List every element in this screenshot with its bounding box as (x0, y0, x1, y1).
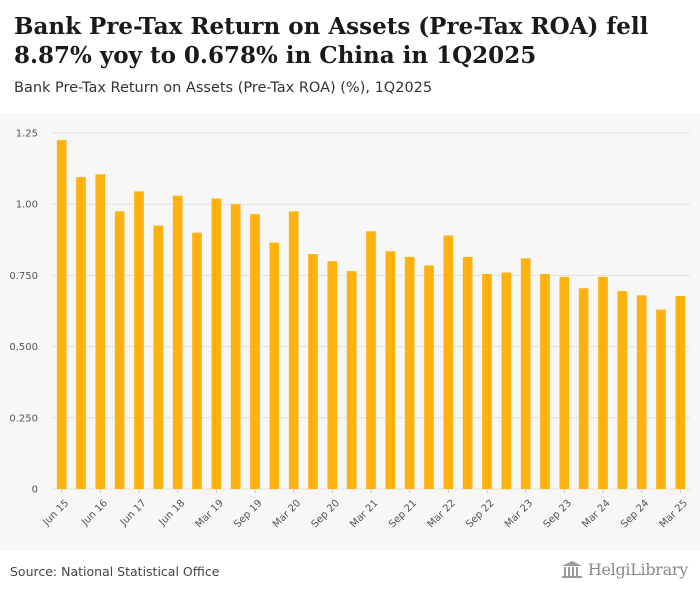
bar: Jun 15: 1.225 (56, 140, 67, 489)
bar: Dec 22: 0.76 (501, 272, 512, 489)
bar: Jun 20: 0.825 (308, 254, 318, 489)
x-tick-label: Sep 21 (387, 498, 419, 530)
bar: Jun 21: 0.835 (385, 251, 396, 489)
bar: Jun 16: 1.105 (95, 174, 106, 489)
x-tick-label: Sep 23 (542, 498, 574, 530)
bar: Mar 21: 0.905 (366, 231, 376, 490)
bar: Sep 22: 0.755 (482, 273, 492, 489)
bar: Sep 21: 0.815 (404, 256, 415, 489)
bar: Mar 24: 0.745 (598, 276, 608, 489)
bar: Dec 21: 0.785 (424, 265, 434, 489)
bar: Jun 17: 1.045 (134, 191, 144, 489)
bar: Sep 19: 0.965 (250, 214, 260, 489)
bar: Dec 17: 0.925 (153, 225, 164, 489)
x-tick-label: Mar 24 (580, 498, 612, 530)
x-tick-label: Sep 19 (232, 498, 264, 530)
logo-text: HelgiLibrary (587, 560, 688, 579)
y-tick-label: 0.250 (9, 413, 38, 424)
x-tick-label: Mar 21 (348, 498, 380, 530)
chart-panel: 0 0.250 0.500 0.750 1.00 1.25 Jun 15: 1.225 De… (0, 113, 700, 551)
x-tick-label: Mar 20 (271, 498, 303, 530)
bars: Jun 15: 1.225 Dec 15: 1.095 Jun 16: 1.105 D… (56, 140, 686, 490)
library-building-icon (561, 560, 582, 578)
x-axis-ticks: Jun 15 Jun 16 Jun 17 Jun 18 Mar 19 Sep 19 Mar … (41, 489, 690, 530)
chart-subtitle: Bank Pre-Tax Return on Assets (Pre-Tax R… (14, 80, 433, 96)
bar: Sep 24: 0.68 (636, 295, 647, 489)
bar: Dec 24: 0.63 (656, 309, 666, 489)
y-tick-label: 1.25 (16, 129, 38, 140)
x-tick-label: Mar 22 (426, 498, 458, 530)
x-tick-label: Mar 19 (194, 498, 226, 530)
bar: Jun 22: 0.815 (462, 256, 473, 489)
y-tick-label: 0 (32, 485, 38, 496)
bar: Sep 23: 0.745 (559, 276, 570, 489)
bar: Dec 20: 0.765 (346, 271, 357, 489)
chart-title: Bank Pre-Tax Return on Assets (Pre-Tax R… (14, 13, 649, 69)
y-tick-label: 0.500 (9, 342, 38, 353)
bar: Dec 15: 1.095 (76, 177, 86, 490)
bar: Jun 19: 1 (230, 204, 241, 489)
x-tick-label: Jun 17 (118, 498, 149, 529)
helgi-library-logo: HelgiLibrary (561, 560, 688, 579)
x-tick-label: Mar 25 (658, 498, 690, 530)
bar: Mar 22: 0.89 (443, 235, 454, 489)
bar: Dec 18: 0.9 (192, 232, 202, 489)
bar: Jun 18: 1.03 (172, 195, 183, 489)
x-tick-label: Sep 20 (310, 498, 342, 530)
bar: Jun 24: 0.695 (617, 291, 628, 489)
x-tick-label: Sep 22 (464, 498, 496, 530)
bar: Jun 23: 0.755 (540, 273, 550, 489)
bar: Dec 16: 0.975 (114, 211, 125, 489)
bar: Dec 19: 0.865 (269, 242, 280, 489)
bar: Mar 23: 0.81 (520, 258, 531, 489)
x-tick-label: Sep 24 (619, 498, 651, 530)
y-axis-ticks: 0 0.250 0.500 0.750 1.00 1.25 (9, 129, 38, 496)
bar: Dec 23: 0.705 (578, 288, 589, 489)
bar: Sep 20: 0.8 (327, 261, 338, 489)
x-tick-label: Jun 18 (157, 498, 188, 529)
x-tick-label: Mar 23 (503, 498, 535, 530)
source-note: Source: National Statistical Office (10, 564, 220, 579)
bar: Mar 19: 1.02 (211, 198, 222, 489)
y-tick-label: 1.00 (16, 200, 38, 211)
y-tick-label: 0.750 (9, 271, 38, 282)
x-tick-label: Jun 15 (41, 498, 72, 529)
bar: Mar 25: 0.678 (675, 295, 686, 489)
bar: Mar 20: 0.975 (288, 211, 299, 489)
x-tick-label: Jun 16 (79, 498, 110, 529)
bar-chart: 0 0.250 0.500 0.750 1.00 1.25 Jun 15: 1.225 De… (9, 129, 690, 530)
